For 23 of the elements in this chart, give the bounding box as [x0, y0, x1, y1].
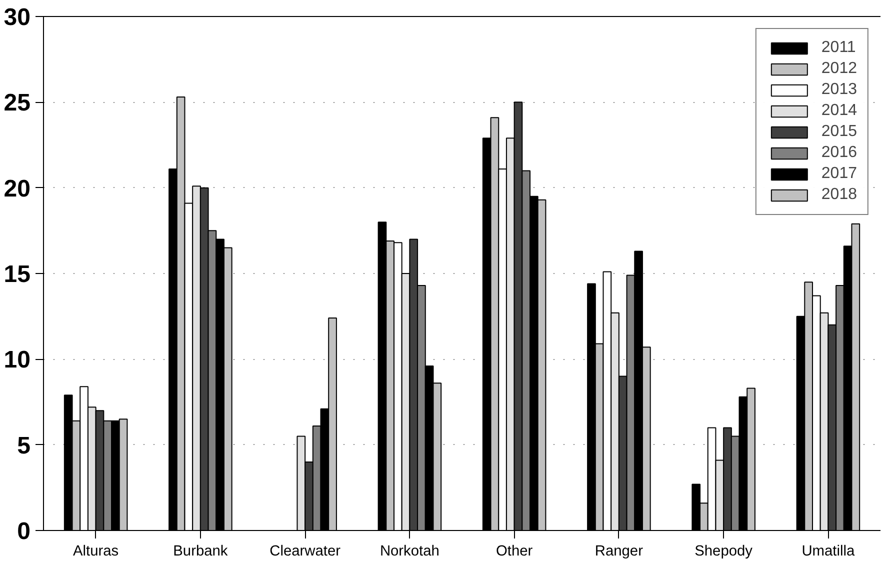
legend-label: 2015 — [821, 123, 857, 141]
y-tick-label: 15 — [4, 261, 31, 288]
x-tick-label: Clearwater — [270, 544, 341, 560]
x-tick-label: Norkotah — [380, 544, 440, 560]
legend-label: 2016 — [821, 144, 857, 162]
legend-label: 2013 — [821, 81, 857, 99]
x-tick-label: Ranger — [594, 544, 644, 560]
x-tick-label: Shepody — [694, 544, 754, 560]
x-tick-label: Other — [496, 544, 533, 560]
y-tick-label: 10 — [4, 346, 31, 374]
legend-label: 2014 — [821, 102, 857, 120]
y-tick-label: 30 — [4, 4, 31, 31]
y-tick-label: 0 — [17, 518, 31, 545]
x-tick-label: Umatilla — [802, 544, 856, 560]
x-tick-label: Burbank — [173, 544, 228, 560]
x-tick-label: Alturas — [73, 544, 119, 560]
legend-label: 2012 — [821, 60, 857, 78]
legend-label: 2017 — [821, 165, 857, 183]
legend-label: 2011 — [821, 39, 856, 57]
y-tick-label: 5 — [17, 432, 31, 460]
y-tick-label: 20 — [4, 175, 31, 202]
legend-label: 2018 — [821, 186, 857, 204]
y-tick-label: 25 — [4, 90, 31, 117]
